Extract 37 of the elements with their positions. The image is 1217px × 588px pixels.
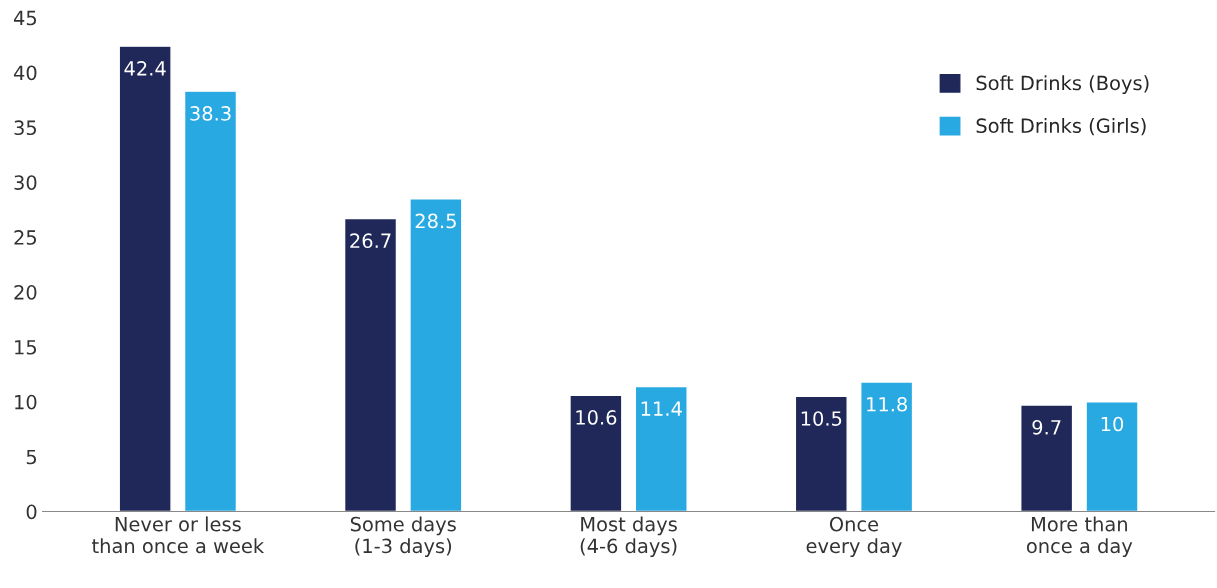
legend-label: Soft Drinks (Girls) [976, 117, 1146, 136]
y-tick-label: 40 [13, 65, 37, 81]
y-tick-label: 5 [26, 449, 37, 465]
bar [1085, 401, 1139, 512]
data-label: 11.4 [641, 401, 682, 416]
data-label: 38.3 [190, 106, 231, 121]
legend-label: Soft Drinks (Boys) [976, 75, 1149, 95]
y-tick-label: 10 [15, 394, 37, 410]
bar [1020, 404, 1074, 512]
x-tick-label: Most days (4-6 days) [580, 516, 677, 558]
x-tick-label: Once every day [806, 516, 902, 558]
bar [794, 395, 848, 512]
x-tick-label: Some days (1-3 days) [350, 516, 456, 558]
data-label: 10.6 [576, 410, 617, 425]
bar [183, 90, 238, 512]
bar [569, 394, 623, 512]
data-label: 10 [1101, 416, 1124, 432]
y-tick-label: 20 [14, 285, 37, 300]
bar [343, 217, 398, 512]
data-label: 9.7 [1032, 419, 1061, 435]
y-tick-label: 25 [14, 230, 37, 245]
y-tick-label: 0 [26, 504, 37, 520]
data-label: 28.5 [415, 213, 456, 229]
bar [860, 381, 914, 512]
data-label: 10.5 [801, 411, 842, 426]
x-tick-label: More than once a day [1026, 516, 1133, 558]
bar [118, 45, 172, 512]
data-label: 26.7 [350, 233, 391, 249]
y-tick-label: 45 [13, 10, 37, 26]
bar [634, 385, 688, 512]
y-tick-label: 35 [14, 120, 37, 136]
bar [409, 198, 463, 512]
y-tick-label: 15 [15, 340, 37, 355]
data-label: 11.8 [867, 396, 907, 412]
y-tick-label: 30 [14, 175, 37, 190]
x-tick-label: Never or less than once a week [92, 516, 265, 554]
data-label: 42.4 [124, 61, 166, 76]
